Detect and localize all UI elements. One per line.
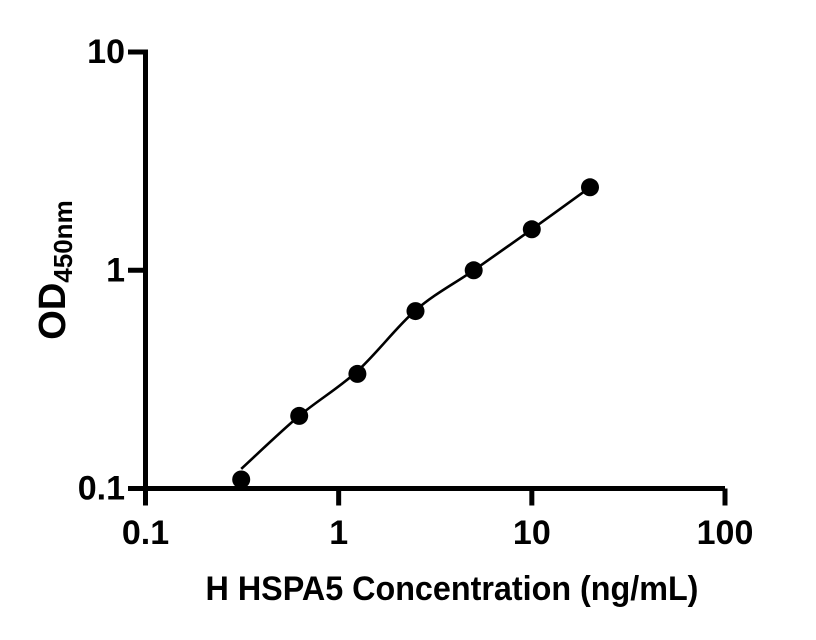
data-point-marker xyxy=(581,178,599,197)
data-point-marker xyxy=(464,261,483,280)
y-axis-title-subscript: 450nm xyxy=(48,200,78,283)
data-point-marker xyxy=(406,302,425,321)
data-point-marker xyxy=(522,220,541,239)
x-tick-label: 10 xyxy=(513,514,551,552)
x-tick-label: 1 xyxy=(329,514,348,552)
y-axis-title-main: OD xyxy=(32,282,74,340)
axis-lines xyxy=(143,49,725,491)
y-tick-label: 1 xyxy=(106,251,125,289)
y-tick-label: 0.1 xyxy=(78,470,125,508)
data-point-marker xyxy=(290,406,309,425)
y-axis-title: OD450nm xyxy=(32,200,78,340)
x-tick-label: 0.1 xyxy=(122,514,169,552)
data-point-marker xyxy=(348,364,367,383)
y-tick-label: 10 xyxy=(87,33,125,71)
x-tick-label: 100 xyxy=(697,514,754,552)
data-point-marker xyxy=(232,470,251,489)
x-axis-title: H HSPA5 Concentration (ng/mL) xyxy=(205,570,699,608)
